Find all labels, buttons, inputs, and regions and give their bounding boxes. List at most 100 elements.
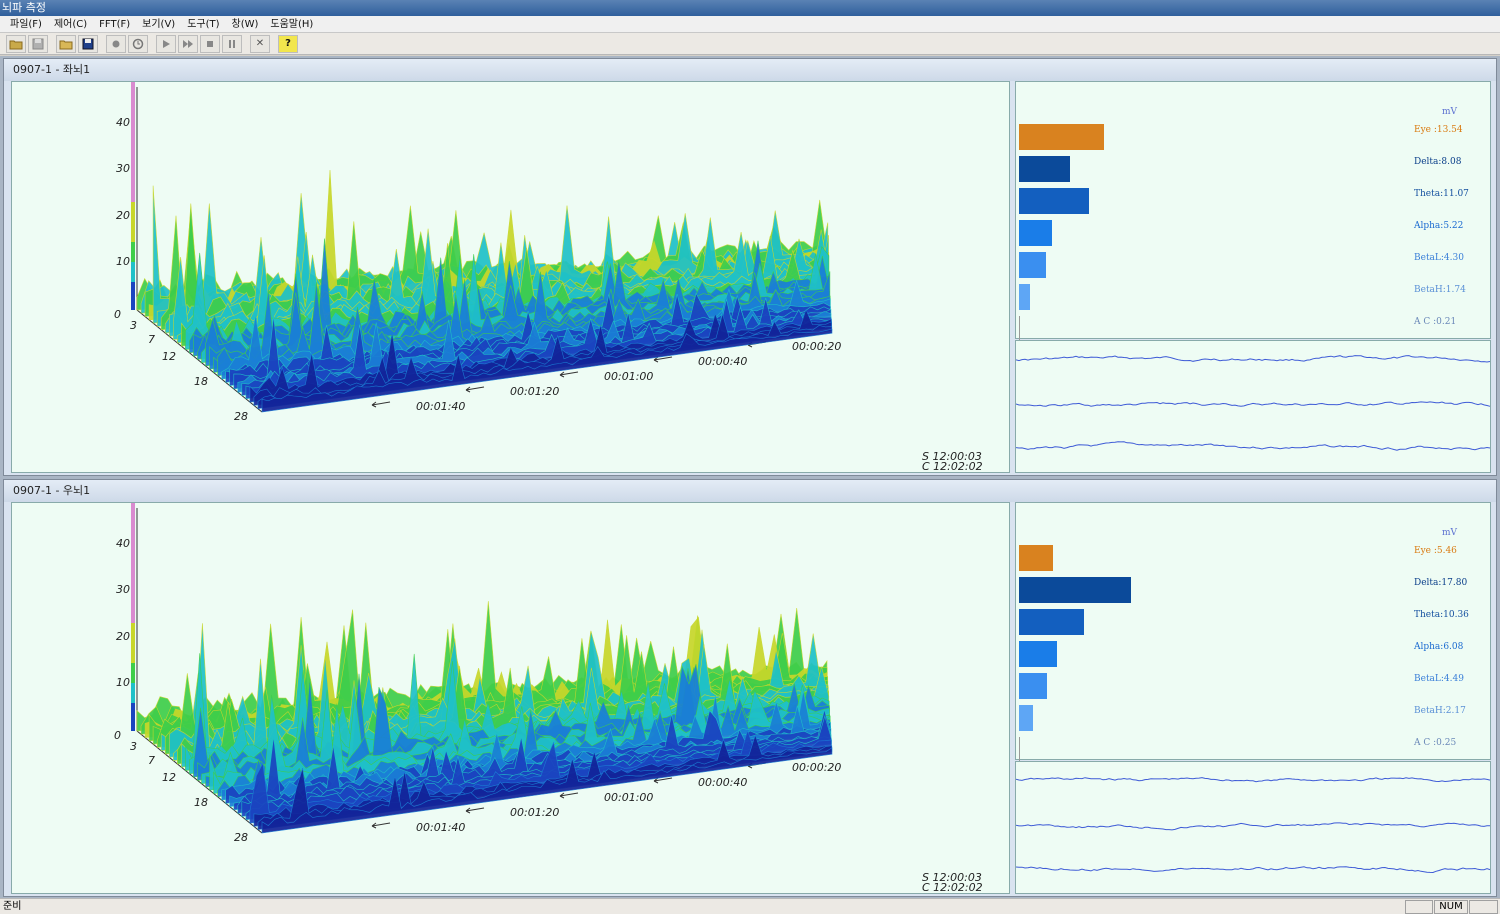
menu-fft[interactable]: FFT(F) — [99, 18, 131, 30]
band-label: Alpha:6.08 — [1414, 642, 1464, 652]
pause-icon[interactable] — [222, 34, 242, 53]
band-label: Delta:8.08 — [1414, 157, 1462, 167]
time-arrow — [559, 792, 579, 799]
close-icon[interactable]: ✕ — [250, 34, 270, 53]
raw-wave-pane — [1015, 761, 1491, 894]
band-label: BetaH:2.17 — [1414, 706, 1466, 716]
band-label: Alpha:5.22 — [1414, 221, 1464, 231]
record-icon[interactable] — [106, 34, 126, 53]
save-disabled-icon[interactable] — [28, 34, 48, 53]
band-bar — [1019, 545, 1054, 571]
eeg-trace — [1015, 401, 1491, 407]
band-bar — [1019, 156, 1070, 182]
time-tick: 00:01:00 — [604, 791, 654, 804]
color-scale-segment — [131, 202, 135, 242]
panel-left-brain[interactable]: 0907-1 - 좌뇌1 40 30 20 10 0 3 7 12 18 28 … — [3, 58, 1497, 476]
freq-tick: 7 — [148, 754, 155, 767]
panel-title: 0907-1 - 좌뇌1 — [4, 59, 1496, 81]
open-folder-icon[interactable] — [56, 34, 76, 53]
menu-file[interactable]: 파일(F) — [10, 18, 42, 30]
toolbar: ✕ ? — [0, 33, 1500, 55]
band-label: A C :0.21 — [1414, 317, 1457, 327]
spectrogram-3d-plot — [131, 82, 833, 413]
save-icon[interactable] — [78, 34, 98, 53]
band-label: BetaL:4.49 — [1414, 674, 1464, 684]
spectrogram-3d-pane[interactable]: 40 30 20 10 0 3 7 12 18 28 00:00:20 00:0… — [11, 81, 1010, 473]
eeg-trace — [1015, 355, 1491, 363]
menu-view[interactable]: 보기(V) — [142, 18, 176, 30]
band-label: Eye :5.46 — [1414, 546, 1457, 556]
band-bar — [1019, 284, 1030, 310]
band-bar — [1019, 737, 1020, 763]
band-label: Eye :13.54 — [1414, 125, 1463, 135]
z-tick: 20 — [116, 630, 130, 643]
freq-tick: 12 — [162, 771, 176, 784]
menu-window[interactable]: 창(W) — [231, 18, 259, 30]
time-tick: 00:00:40 — [698, 355, 748, 368]
unit-label: mV — [1442, 107, 1458, 117]
status-bar: 준비 NUM — [0, 898, 1500, 914]
band-label: BetaL:4.30 — [1414, 253, 1464, 263]
time-arrow — [653, 356, 673, 363]
play-icon[interactable] — [156, 34, 176, 53]
band-bar — [1019, 188, 1089, 214]
axis-line — [136, 508, 263, 834]
time-tick: 00:00:40 — [698, 776, 748, 789]
color-scale-segment — [131, 242, 135, 262]
color-scale-segment — [131, 503, 135, 623]
status-text: 준비 — [3, 901, 22, 912]
freq-tick: 7 — [148, 333, 155, 346]
z-tick: 40 — [116, 116, 130, 129]
time-arrow — [653, 777, 673, 784]
freq-tick: 28 — [234, 831, 248, 844]
freq-tick: 3 — [130, 319, 137, 332]
band-bar — [1019, 220, 1052, 246]
menu-tools[interactable]: 도구(T) — [187, 18, 220, 30]
raw-wave-plot — [1015, 777, 1491, 874]
band-label: Theta:10.36 — [1414, 610, 1469, 620]
start-time: S 12:00:03 — [922, 871, 982, 884]
num-lock-indicator: NUM — [1434, 900, 1468, 914]
menu-help[interactable]: 도움말(H) — [270, 18, 314, 30]
band-power-pane: mV Eye :13.54 Delta:8.08 Theta:11.07 Alpha:… — [1015, 81, 1491, 342]
time-tick: 00:00:20 — [792, 761, 842, 774]
z-tick: 30 — [116, 162, 130, 175]
time-arrow — [371, 401, 391, 408]
panel-right-brain[interactable]: 0907-1 - 우뇌1 40 30 20 10 0 3 7 12 18 28 … — [3, 479, 1497, 897]
band-bar — [1019, 705, 1033, 731]
time-arrow — [371, 822, 391, 829]
band-power-pane: mV Eye :5.46 Delta:17.80 Theta:10.36 Alpha:… — [1015, 502, 1491, 763]
spectrogram-3d-pane[interactable]: 40 30 20 10 0 3 7 12 18 28 00:00:20 00:0… — [11, 502, 1010, 894]
color-scale-segment — [131, 282, 135, 310]
z-tick: 0 — [114, 308, 121, 321]
eeg-trace — [1015, 441, 1491, 451]
current-time: C 12:02:02 — [922, 881, 983, 894]
color-scale-segment — [131, 623, 135, 663]
z-tick: 10 — [116, 676, 130, 689]
color-scale-segment — [131, 683, 135, 703]
spectrum-ridge — [261, 747, 833, 834]
timer-icon[interactable] — [128, 34, 148, 53]
start-time: S 12:00:03 — [922, 450, 982, 463]
band-bar — [1019, 673, 1048, 699]
eeg-trace — [1015, 777, 1491, 783]
time-arrow — [465, 386, 485, 393]
freq-tick: 3 — [130, 740, 137, 753]
freq-tick: 18 — [194, 375, 208, 388]
fast-forward-icon[interactable] — [178, 34, 198, 53]
time-tick: 00:00:20 — [792, 340, 842, 353]
menu-bar: 파일(F) 제어(C) FFT(F) 보기(V) 도구(T) 창(W) 도움말(… — [0, 16, 1500, 33]
z-tick: 40 — [116, 537, 130, 550]
menu-control[interactable]: 제어(C) — [53, 18, 88, 30]
band-bar — [1019, 577, 1132, 603]
band-bar — [1019, 316, 1020, 342]
z-tick: 30 — [116, 583, 130, 596]
raw-wave-plot — [1015, 355, 1491, 451]
help-glyph: ? — [285, 38, 291, 49]
help-icon[interactable]: ? — [278, 34, 298, 53]
status-cell-empty — [1469, 900, 1498, 914]
band-label: Theta:11.07 — [1414, 189, 1469, 199]
open-icon[interactable] — [6, 34, 26, 53]
band-bar — [1019, 609, 1085, 635]
stop-icon[interactable] — [200, 34, 220, 53]
